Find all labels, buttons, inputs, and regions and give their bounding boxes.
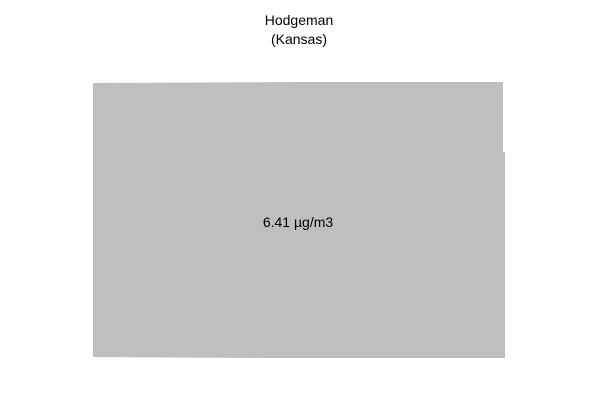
county-value-label: 6.41 µg/m3 — [263, 214, 334, 230]
